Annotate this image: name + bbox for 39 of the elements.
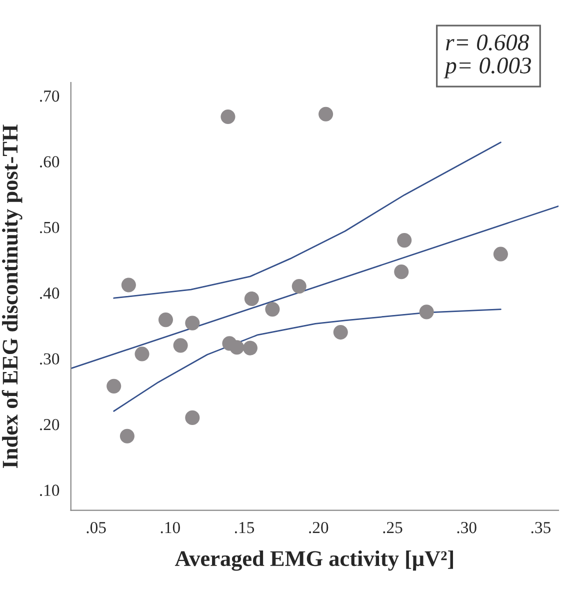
point bbox=[173, 338, 188, 353]
point bbox=[333, 325, 348, 340]
point bbox=[242, 340, 258, 356]
point bbox=[394, 264, 409, 280]
y-tick-label: .60 bbox=[40, 156, 60, 168]
x-tick-label: .35 bbox=[531, 522, 550, 534]
point bbox=[185, 410, 200, 425]
point bbox=[244, 291, 259, 306]
x-tick-label: .20 bbox=[309, 522, 328, 534]
x-tick-label: .30 bbox=[457, 522, 476, 534]
point bbox=[493, 246, 508, 262]
point bbox=[397, 233, 412, 248]
y-axis-title: Index of EEG discontinuity post-TH bbox=[2, 124, 22, 468]
line-series bbox=[113, 142, 502, 299]
point bbox=[230, 340, 244, 355]
y-tick-label: .50 bbox=[40, 222, 60, 234]
point bbox=[265, 302, 280, 317]
x-tick-label: .15 bbox=[234, 522, 254, 534]
y-tick-label: .70 bbox=[40, 90, 60, 102]
point bbox=[134, 346, 150, 362]
y-tick-label: .40 bbox=[40, 288, 60, 299]
x-tick-label: .25 bbox=[383, 522, 402, 534]
y-tick-label: .10 bbox=[40, 484, 60, 496]
text: p= 0.003 bbox=[444, 58, 532, 78]
x-tick-label: .10 bbox=[160, 522, 180, 534]
point bbox=[158, 312, 174, 328]
y-tick-label: .20 bbox=[40, 418, 60, 430]
point bbox=[220, 109, 236, 124]
point bbox=[120, 428, 134, 444]
x-tick-label: .05 bbox=[86, 522, 106, 534]
point bbox=[106, 378, 122, 394]
point bbox=[318, 106, 334, 122]
y-tick-label: .30 bbox=[40, 353, 60, 365]
point bbox=[121, 278, 136, 292]
point bbox=[292, 279, 306, 294]
x-axis-title: Averaged EMG activity [μV²] bbox=[174, 550, 453, 571]
point bbox=[185, 316, 200, 330]
text: r= 0.608 bbox=[446, 34, 529, 51]
point bbox=[419, 304, 434, 320]
